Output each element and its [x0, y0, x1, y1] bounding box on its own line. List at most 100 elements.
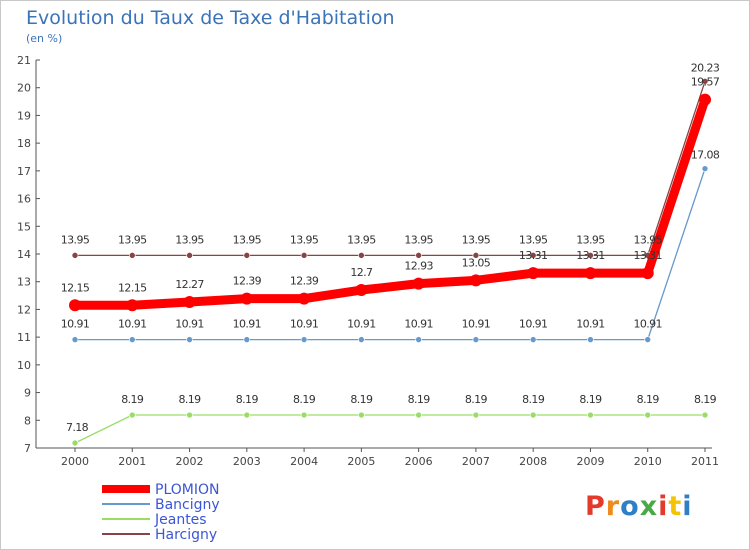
y-tick-label: 15: [17, 220, 31, 233]
data-point: [701, 165, 709, 172]
data-label: 13.31: [519, 249, 548, 262]
series-jeantes: [71, 411, 709, 447]
data-point: [584, 267, 597, 280]
proxiti-logo: Proxiti: [585, 491, 692, 522]
y-tick-label: 7: [24, 442, 31, 455]
data-label: 12.27: [175, 278, 204, 291]
data-point: [71, 252, 79, 259]
y-tick-label: 12: [17, 303, 31, 316]
data-point: [358, 411, 365, 419]
x-tick-label: 2009: [576, 455, 604, 468]
data-label: 10.91: [404, 318, 433, 331]
series-bancigny: [71, 165, 709, 343]
data-point: [527, 267, 540, 280]
data-point: [415, 411, 422, 419]
y-tick-label: 14: [17, 248, 31, 261]
data-point: [243, 252, 251, 259]
data-point: [644, 411, 652, 419]
data-point: [128, 252, 136, 259]
data-label: 8.19: [694, 393, 717, 406]
data-label: 8.19: [121, 393, 144, 406]
data-label: 13.95: [233, 233, 262, 246]
data-point: [701, 78, 709, 85]
x-tick-label: 2000: [61, 455, 89, 468]
logo-letter: t: [668, 491, 682, 522]
data-labels-layer: 13.95 13.95 13.95 13.95 13.95 13.95 13.95 13.95…: [61, 61, 721, 434]
chart-subtitle: (en %): [26, 32, 62, 45]
legend-label: Bancigny: [155, 497, 220, 513]
data-label: 13.95: [347, 233, 376, 246]
y-tick-label: 21: [17, 54, 31, 67]
data-label: 20.23: [691, 61, 720, 74]
data-point: [355, 284, 368, 297]
data-label: 13.95: [118, 233, 147, 246]
data-label: 13.31: [576, 249, 605, 262]
series-harcigny: [71, 78, 709, 259]
data-point: [412, 277, 425, 290]
data-point: [699, 93, 711, 106]
data-label: 13.31: [633, 249, 662, 262]
data-label: 10.91: [175, 318, 204, 331]
legend-label: Jeantes: [154, 512, 207, 528]
logo-letter: P: [585, 491, 606, 522]
data-point: [587, 336, 594, 343]
data-label: 8.19: [178, 393, 201, 406]
data-point: [415, 252, 422, 259]
data-point: [529, 411, 537, 419]
data-point: [126, 299, 139, 312]
data-label: 10.91: [576, 318, 605, 331]
data-point: [298, 292, 311, 305]
data-point: [71, 439, 79, 447]
data-label: 13.95: [290, 233, 319, 246]
x-tick-label: 2002: [176, 455, 204, 468]
data-point: [186, 411, 193, 419]
y-tick-label: 9: [24, 387, 31, 400]
logo-letter: i: [682, 491, 692, 522]
y-tick-label: 13: [17, 276, 31, 289]
data-point: [358, 336, 365, 343]
data-point: [415, 336, 422, 343]
data-label: 12.15: [61, 281, 90, 294]
x-tick-label: 2003: [233, 455, 261, 468]
y-tick-label: 8: [24, 414, 31, 427]
x-tick-label: 2004: [290, 455, 318, 468]
axes: 7 8 9 10 11 12 13 14 15 16 17 18 19 20 21 2000 2001 2002 2…: [17, 54, 719, 468]
data-point: [472, 252, 480, 259]
logo-letter: i: [658, 491, 668, 522]
data-point: [529, 336, 537, 343]
chart-title: Evolution du Taux de Taxe d'Habitation: [26, 7, 395, 29]
x-tick-label: 2005: [347, 455, 375, 468]
data-point: [469, 274, 482, 287]
data-point: [701, 411, 709, 419]
data-point: [358, 252, 365, 259]
x-tick-label: 2007: [462, 455, 490, 468]
data-label: 10.91: [61, 318, 90, 331]
data-point: [128, 411, 136, 419]
data-label: 10.91: [519, 318, 548, 331]
data-label: 12.15: [118, 281, 147, 294]
data-point: [69, 299, 81, 312]
data-label: 8.19: [350, 393, 373, 406]
data-label: 12.39: [233, 275, 262, 288]
data-point: [240, 292, 253, 305]
y-tick-label: 11: [17, 331, 31, 344]
data-label: 19.57: [691, 76, 720, 89]
y-tick-label: 17: [17, 165, 31, 178]
data-label: 8.19: [522, 393, 545, 406]
legend-label: Harcigny: [155, 527, 217, 543]
y-tick-label: 19: [17, 109, 31, 122]
data-label: 13.05: [462, 256, 491, 269]
data-point: [128, 336, 136, 343]
data-point: [587, 411, 594, 419]
data-label: 10.91: [118, 318, 147, 331]
data-label: 13.95: [576, 233, 605, 246]
data-label: 8.19: [465, 393, 488, 406]
data-label: 7.18: [66, 421, 89, 434]
data-label: 17.08: [691, 149, 720, 162]
logo-letter: o: [620, 491, 640, 522]
logo-letter: x: [640, 491, 658, 522]
data-label: 12.39: [290, 275, 319, 288]
series-line: [74, 414, 706, 444]
y-tick-label: 16: [17, 193, 31, 206]
